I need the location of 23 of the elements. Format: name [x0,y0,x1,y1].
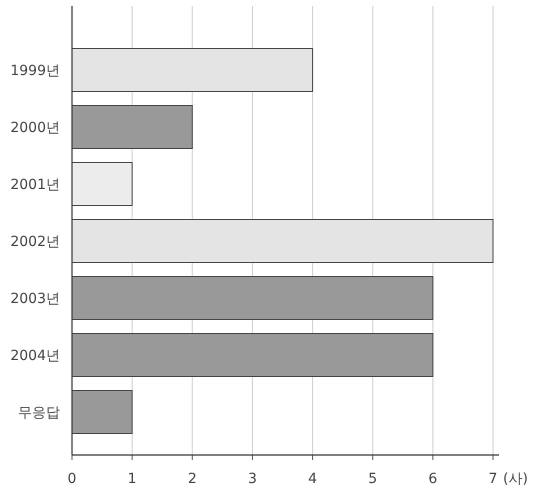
y-tick-label: 2004년 [10,348,60,364]
bar [72,162,133,206]
bar [72,390,133,434]
bar [72,333,434,377]
bar [72,105,193,149]
y-tick-label: 무응답 [18,405,60,421]
x-tick-label: 4 [308,471,318,487]
bar [72,219,494,263]
bar [72,48,314,92]
x-tick-label: 1 [128,471,137,487]
x-tick-label: 3 [248,471,257,487]
y-tick-label: 2002년 [10,234,60,250]
x-tick-label: 0 [68,471,76,487]
x-tick-label: 7 [488,471,498,487]
x-tick-label: 5 [368,471,378,487]
x-tick-label: 2 [188,471,197,487]
y-tick-label: 2001년 [10,177,60,193]
bar [72,276,434,320]
y-tick-label: 2000년 [10,120,60,136]
x-axis-title: (사) [503,471,528,487]
y-tick-label: 1999년 [10,63,60,79]
y-tick-label: 2003년 [10,291,60,307]
x-tick-label: 6 [428,471,438,487]
